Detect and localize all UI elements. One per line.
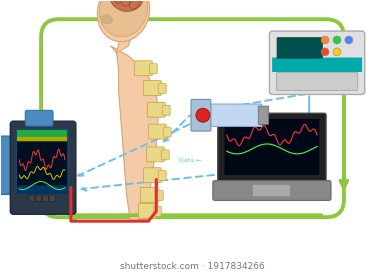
FancyBboxPatch shape: [36, 195, 42, 202]
FancyBboxPatch shape: [207, 104, 262, 127]
FancyBboxPatch shape: [148, 124, 166, 139]
FancyBboxPatch shape: [17, 130, 67, 137]
Polygon shape: [117, 33, 132, 53]
FancyBboxPatch shape: [153, 206, 161, 216]
FancyBboxPatch shape: [270, 31, 365, 94]
FancyBboxPatch shape: [0, 136, 17, 194]
FancyBboxPatch shape: [10, 121, 76, 214]
FancyBboxPatch shape: [25, 110, 53, 126]
Ellipse shape: [99, 0, 147, 37]
FancyBboxPatch shape: [191, 99, 211, 131]
FancyBboxPatch shape: [138, 203, 156, 218]
FancyBboxPatch shape: [17, 185, 67, 194]
Circle shape: [321, 48, 329, 56]
FancyBboxPatch shape: [17, 137, 67, 141]
Circle shape: [196, 108, 210, 122]
Ellipse shape: [101, 15, 112, 24]
Polygon shape: [110, 46, 158, 221]
FancyBboxPatch shape: [29, 195, 34, 202]
FancyBboxPatch shape: [16, 129, 68, 188]
FancyBboxPatch shape: [143, 81, 161, 95]
Circle shape: [321, 36, 329, 44]
Ellipse shape: [97, 0, 150, 42]
FancyBboxPatch shape: [276, 73, 358, 90]
FancyBboxPatch shape: [277, 38, 322, 58]
FancyBboxPatch shape: [147, 102, 165, 117]
FancyBboxPatch shape: [158, 83, 166, 94]
FancyBboxPatch shape: [224, 119, 320, 175]
Circle shape: [345, 36, 353, 44]
FancyBboxPatch shape: [134, 61, 152, 76]
FancyBboxPatch shape: [158, 171, 166, 181]
FancyBboxPatch shape: [161, 150, 169, 160]
FancyBboxPatch shape: [141, 188, 158, 202]
FancyBboxPatch shape: [50, 195, 55, 202]
FancyBboxPatch shape: [272, 57, 362, 72]
Ellipse shape: [110, 0, 143, 11]
FancyBboxPatch shape: [162, 105, 170, 115]
Text: shutterstock.com · 1917834266: shutterstock.com · 1917834266: [120, 262, 264, 271]
FancyBboxPatch shape: [43, 195, 49, 202]
FancyBboxPatch shape: [155, 190, 163, 200]
FancyBboxPatch shape: [146, 147, 164, 162]
FancyBboxPatch shape: [143, 168, 161, 183]
FancyBboxPatch shape: [149, 64, 157, 74]
FancyBboxPatch shape: [258, 106, 269, 124]
FancyBboxPatch shape: [213, 181, 331, 200]
FancyBboxPatch shape: [218, 113, 326, 185]
Circle shape: [333, 48, 341, 56]
Circle shape: [333, 36, 341, 44]
Text: Data ←: Data ←: [179, 158, 201, 163]
FancyBboxPatch shape: [253, 185, 290, 197]
FancyBboxPatch shape: [163, 127, 171, 137]
